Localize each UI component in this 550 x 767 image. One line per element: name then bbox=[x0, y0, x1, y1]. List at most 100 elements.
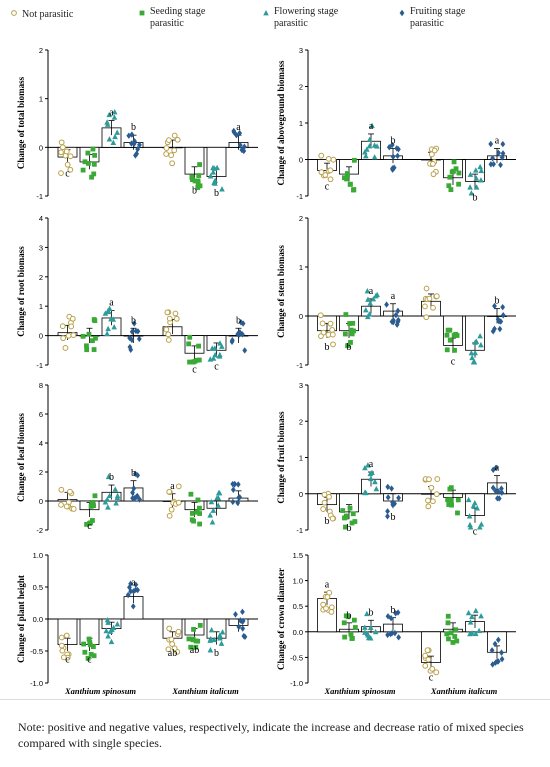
data-point bbox=[188, 491, 194, 497]
y-tick-label: 0.0 bbox=[293, 628, 303, 637]
data-point bbox=[136, 335, 142, 343]
significance-letter: b bbox=[347, 610, 352, 621]
data-point bbox=[365, 462, 371, 468]
data-point bbox=[490, 661, 496, 668]
data-point bbox=[423, 285, 430, 292]
data-point bbox=[60, 654, 67, 661]
data-point bbox=[363, 152, 369, 159]
data-point bbox=[104, 119, 110, 125]
data-point bbox=[385, 631, 391, 639]
data-point bbox=[469, 354, 475, 361]
significance-letter: b bbox=[347, 523, 352, 534]
data-point bbox=[350, 635, 355, 641]
data-point bbox=[345, 614, 351, 620]
data-point bbox=[166, 137, 172, 144]
data-point bbox=[433, 669, 440, 676]
significance-letter: b bbox=[369, 608, 374, 619]
data-point bbox=[389, 141, 395, 149]
data-point bbox=[372, 628, 379, 635]
data-point bbox=[92, 318, 98, 324]
data-point bbox=[197, 521, 203, 527]
data-point bbox=[365, 313, 371, 320]
data-point bbox=[448, 485, 454, 491]
data-point bbox=[426, 295, 433, 302]
data-point bbox=[193, 638, 199, 644]
data-point bbox=[351, 617, 357, 623]
legend-label: Not parasitic bbox=[22, 9, 74, 20]
significance-letter: a bbox=[391, 291, 396, 302]
y-tick-label: 0 bbox=[299, 156, 303, 165]
data-point bbox=[215, 502, 221, 508]
data-point bbox=[217, 632, 223, 638]
data-point bbox=[91, 347, 97, 352]
data-point bbox=[468, 190, 475, 196]
y-tick-label: 0.5 bbox=[293, 602, 303, 611]
legend-marker bbox=[139, 10, 145, 16]
data-point bbox=[132, 138, 137, 145]
data-point bbox=[447, 337, 453, 343]
data-point bbox=[488, 161, 494, 168]
significance-letter: b bbox=[131, 122, 136, 133]
data-point bbox=[59, 144, 66, 151]
data-point bbox=[131, 485, 137, 492]
data-point bbox=[363, 489, 369, 496]
data-point bbox=[352, 157, 357, 163]
x-category-label: Xanthium italicum bbox=[171, 686, 239, 696]
data-point bbox=[212, 345, 218, 351]
significance-letter: c bbox=[65, 168, 70, 179]
data-point bbox=[110, 624, 117, 631]
data-point bbox=[210, 169, 217, 175]
data-point bbox=[127, 343, 133, 351]
y-axis-label: Change of crown diameter bbox=[276, 568, 286, 670]
data-point bbox=[89, 174, 94, 180]
legend-line: Seeding stage bbox=[150, 6, 206, 17]
data-point bbox=[131, 588, 136, 595]
data-point bbox=[451, 168, 456, 174]
data-point bbox=[478, 167, 485, 174]
data-point bbox=[207, 173, 214, 179]
data-point bbox=[430, 304, 436, 311]
data-point bbox=[469, 630, 475, 636]
data-point bbox=[210, 507, 217, 513]
data-point bbox=[490, 484, 496, 492]
y-tick-label: 2 bbox=[299, 214, 303, 223]
data-point bbox=[165, 646, 172, 653]
legend-marker bbox=[399, 9, 405, 17]
legend-label: Seeding stage parasitic bbox=[150, 6, 206, 29]
data-point bbox=[195, 178, 201, 184]
data-point bbox=[472, 499, 478, 506]
data-point bbox=[495, 495, 500, 502]
data-point bbox=[235, 481, 241, 488]
data-point bbox=[69, 315, 76, 322]
data-point bbox=[91, 171, 97, 177]
data-point bbox=[219, 186, 225, 192]
significance-letter: c bbox=[87, 655, 92, 666]
data-point bbox=[186, 341, 192, 347]
data-point bbox=[190, 359, 196, 365]
data-point bbox=[106, 305, 113, 311]
data-point bbox=[452, 347, 457, 353]
data-point bbox=[103, 627, 110, 634]
data-point bbox=[373, 485, 380, 492]
data-point bbox=[197, 162, 203, 167]
data-point bbox=[129, 131, 135, 138]
data-point bbox=[477, 332, 483, 339]
data-point bbox=[447, 174, 453, 180]
data-point bbox=[128, 588, 134, 595]
data-point bbox=[235, 330, 241, 338]
data-point bbox=[58, 170, 64, 177]
data-point bbox=[219, 343, 225, 349]
data-point bbox=[80, 167, 86, 173]
data-point bbox=[444, 631, 450, 637]
data-point bbox=[207, 512, 213, 518]
data-point bbox=[454, 333, 460, 338]
data-point bbox=[490, 155, 496, 162]
y-tick-label: -0.5 bbox=[30, 647, 43, 656]
data-point bbox=[324, 594, 331, 600]
data-point bbox=[58, 486, 65, 493]
significance-letter: c bbox=[192, 365, 197, 376]
y-tick-label: 8 bbox=[39, 381, 43, 390]
y-axis-label: Change of fruit biomass bbox=[276, 411, 286, 504]
data-point bbox=[425, 503, 432, 510]
data-point bbox=[175, 628, 182, 635]
